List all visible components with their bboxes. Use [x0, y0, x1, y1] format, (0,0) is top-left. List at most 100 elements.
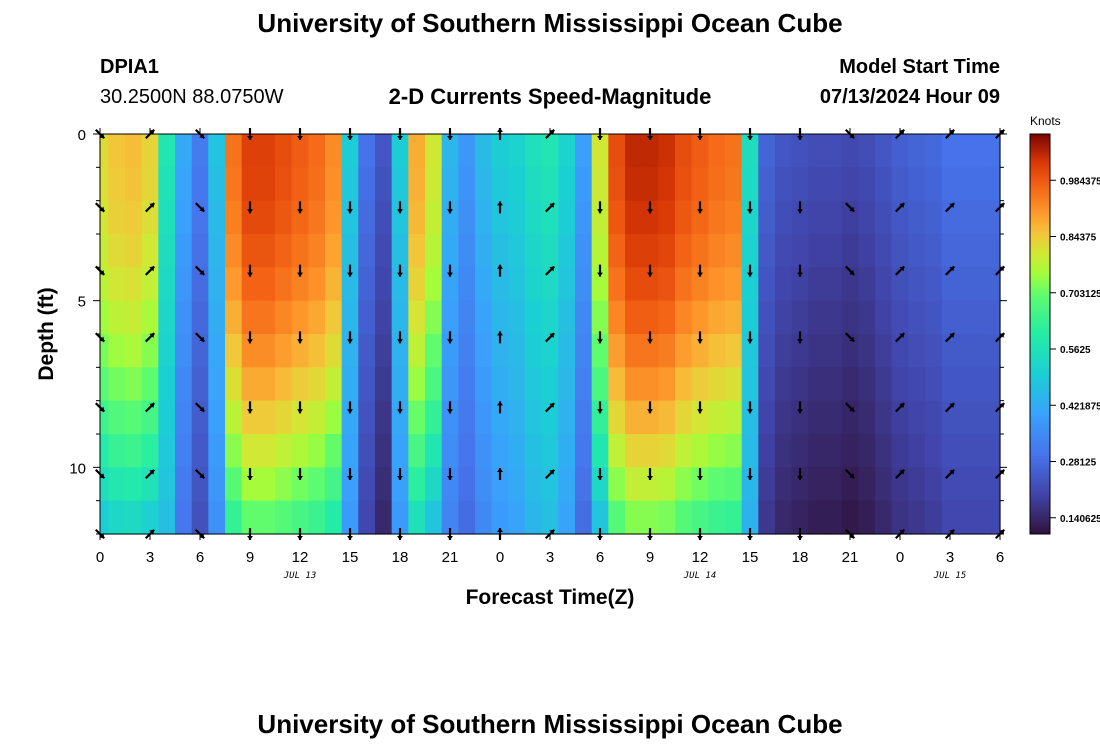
current-arrow: [894, 202, 906, 213]
heatmap-cell: [808, 500, 826, 535]
x-tick-label: 3: [946, 549, 954, 566]
current-vectors: [94, 128, 1006, 540]
heatmap-cell: [191, 234, 209, 268]
heatmap-cell: [758, 467, 776, 502]
x-tick-label: 9: [646, 549, 654, 566]
heatmap-cell: [708, 267, 726, 302]
heatmap-cell: [525, 500, 543, 535]
heatmap-cell: [591, 367, 609, 402]
heatmap-cell: [625, 434, 643, 468]
heatmap-cell: [791, 467, 809, 502]
heatmap-cell: [825, 200, 843, 235]
heatmap-cell: [825, 500, 843, 535]
heatmap-cell: [475, 434, 493, 468]
heatmap-cell: [108, 367, 126, 402]
heatmap-cell: [191, 434, 209, 468]
heatmap-cell: [158, 400, 176, 435]
heatmap-cell: [425, 300, 443, 335]
heatmap-cell: [591, 200, 609, 235]
heatmap-cell: [641, 167, 659, 202]
heatmap-cell: [758, 400, 776, 435]
current-arrow: [894, 402, 906, 413]
heatmap-cell: [925, 300, 943, 335]
heatmap-cell: [158, 300, 176, 335]
heatmap-cell: [375, 234, 393, 268]
current-arrow: [647, 264, 653, 277]
heatmap-cell: [941, 167, 959, 202]
current-arrow: [747, 331, 753, 344]
heatmap-cell: [641, 334, 659, 368]
heatmap-cell: [791, 200, 809, 235]
heatmap-cell: [791, 134, 809, 168]
heatmap-cell: [108, 134, 126, 168]
heatmap-cell: [891, 334, 909, 368]
heatmap-cell: [208, 234, 226, 268]
heatmap-cell: [625, 234, 643, 268]
heatmap-cell: [675, 134, 693, 168]
heatmap-cell: [391, 300, 409, 335]
heatmap-cell: [408, 234, 426, 268]
heatmap-cell: [100, 300, 109, 335]
heatmap-cell: [225, 200, 243, 235]
heatmap-cell: [708, 234, 726, 268]
heatmap-cell: [308, 334, 326, 368]
heatmap-cell: [991, 367, 1001, 402]
heatmap-cell: [958, 234, 976, 268]
heatmap-cell: [625, 134, 643, 168]
current-arrow: [247, 201, 253, 214]
heatmap-cell: [141, 234, 159, 268]
heatmap-cell: [325, 467, 343, 502]
heatmap-cell: [375, 434, 393, 468]
heatmap-cell: [191, 167, 209, 202]
heatmap-cell: [308, 467, 326, 502]
heatmap-cell: [741, 334, 759, 368]
chart-subtitle: 2-D Currents Speed-Magnitude: [388, 84, 712, 109]
heatmap-cell: [808, 134, 826, 168]
heatmap-cell: [275, 234, 293, 268]
heatmap-cell: [208, 367, 226, 402]
heatmap-cell: [225, 367, 243, 402]
heatmap-cell: [491, 434, 509, 468]
heatmap-cell: [941, 234, 959, 268]
heatmap-cell: [475, 267, 493, 302]
heatmap-cell: [725, 334, 743, 368]
heatmap-cell: [658, 234, 676, 268]
heatmap-cell: [191, 367, 209, 402]
heatmap-cell: [341, 267, 359, 302]
current-arrow: [144, 402, 156, 413]
heatmap-cell: [425, 434, 443, 468]
heatmap-cell: [575, 300, 593, 335]
heatmap-cell: [908, 234, 926, 268]
heatmap-cell: [908, 134, 926, 168]
heatmap-cell: [125, 300, 143, 335]
heatmap-cell: [291, 134, 309, 168]
heatmap-cell: [225, 467, 243, 502]
heatmap-cell: [675, 234, 693, 268]
heatmap-cell: [858, 367, 876, 402]
current-arrow: [544, 202, 556, 213]
heatmap-cell: [958, 267, 976, 302]
heatmap-cell: [975, 467, 993, 502]
heatmap-cell: [525, 367, 543, 402]
heatmap-cell: [458, 400, 476, 435]
heatmap-cell: [491, 167, 509, 202]
heatmap-cell: [775, 167, 793, 202]
heatmap-cell: [175, 434, 193, 468]
heatmap-cell: [775, 467, 793, 502]
heatmap-cell: [308, 500, 326, 535]
heatmap-cell: [125, 434, 143, 468]
heatmap-cell: [591, 300, 609, 335]
heatmap-cell: [375, 167, 393, 202]
heatmap-cell: [741, 234, 759, 268]
heatmap-cell: [758, 500, 776, 535]
heatmap-cell: [141, 434, 159, 468]
heatmap-cell: [558, 134, 576, 168]
heatmap-cell: [941, 434, 959, 468]
heatmap-cell: [941, 267, 959, 302]
heatmap-cell: [100, 334, 109, 368]
heatmap-cell: [741, 434, 759, 468]
heatmap-cell: [908, 267, 926, 302]
heatmap-cell: [158, 467, 176, 502]
heatmap-cell: [158, 334, 176, 368]
heatmap-cell: [475, 200, 493, 235]
